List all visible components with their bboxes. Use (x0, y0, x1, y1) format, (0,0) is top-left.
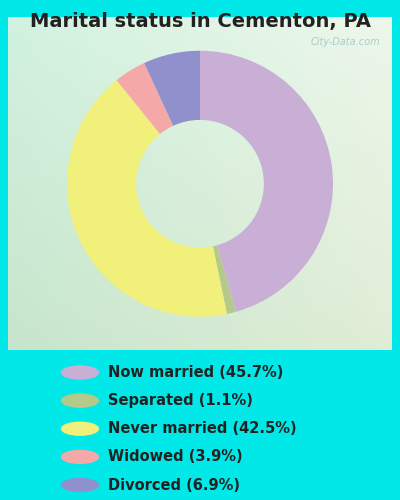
Text: Now married (45.7%): Now married (45.7%) (108, 365, 283, 380)
Text: Divorced (6.9%): Divorced (6.9%) (108, 478, 240, 492)
Text: Marital status in Cementon, PA: Marital status in Cementon, PA (30, 12, 370, 32)
Circle shape (61, 394, 99, 408)
Circle shape (61, 422, 99, 436)
Circle shape (61, 478, 99, 492)
Text: Separated (1.1%): Separated (1.1%) (108, 393, 253, 408)
Text: City-Data.com: City-Data.com (311, 38, 380, 48)
Circle shape (61, 366, 99, 380)
Circle shape (61, 450, 99, 464)
Wedge shape (67, 80, 227, 316)
Text: Widowed (3.9%): Widowed (3.9%) (108, 450, 243, 464)
Text: Never married (42.5%): Never married (42.5%) (108, 421, 297, 436)
Wedge shape (116, 63, 173, 134)
Wedge shape (213, 245, 236, 314)
Wedge shape (144, 51, 200, 126)
Wedge shape (200, 51, 333, 312)
